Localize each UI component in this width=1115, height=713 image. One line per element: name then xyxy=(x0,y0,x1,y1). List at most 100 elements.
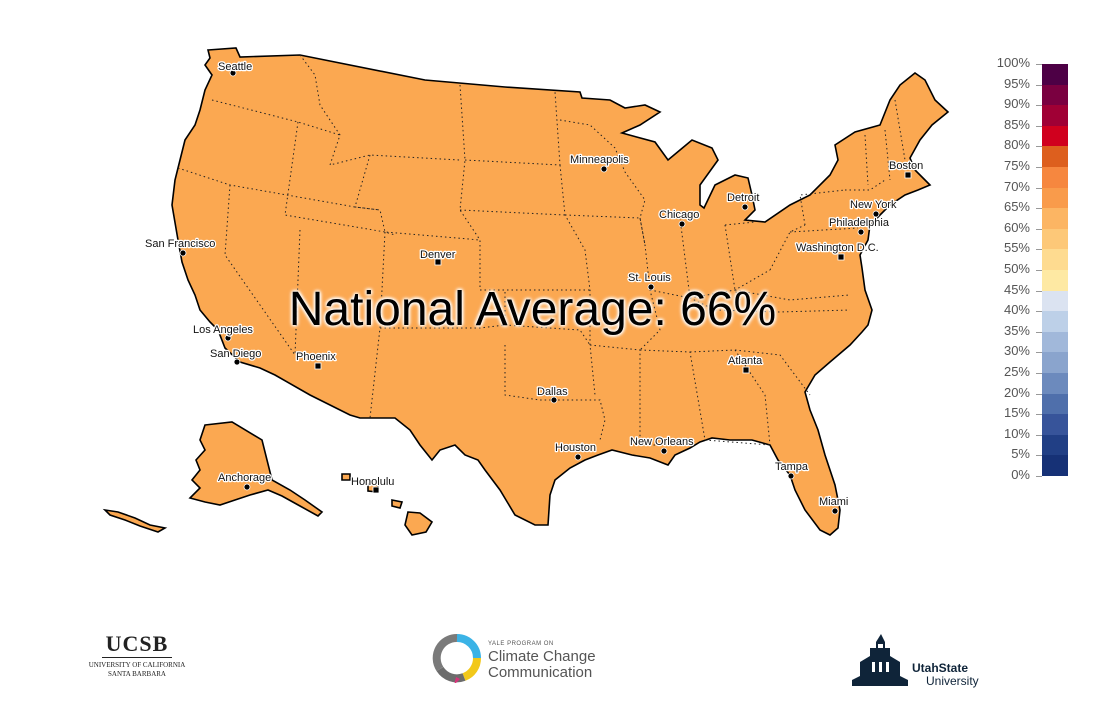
legend-label: 45% xyxy=(1003,281,1030,297)
city-marker-denver xyxy=(434,258,442,266)
city-marker-philadelphia xyxy=(857,228,865,236)
legend-swatch xyxy=(1042,84,1068,106)
city-minneapolis: Minneapolis xyxy=(569,153,630,173)
legend-swatch xyxy=(1042,352,1068,373)
city-label-seattle: Seattle xyxy=(218,61,252,73)
ucsb-logo: UCSB UNIVERSITY OF CALIFORNIA SANTA BARB… xyxy=(82,632,192,679)
legend-tick xyxy=(1036,311,1042,313)
ucsb-subtitle-1: UNIVERSITY OF CALIFORNIA xyxy=(88,661,186,669)
legend-swatch xyxy=(1042,373,1068,394)
legend-tick xyxy=(1036,249,1042,251)
legend-swatch xyxy=(1042,414,1068,435)
city-label-new-york: New York xyxy=(850,199,897,211)
city-marker-atlanta xyxy=(742,366,750,374)
usu-name-2: University xyxy=(926,674,979,688)
city-label-san-diego: San Diego xyxy=(210,348,261,360)
legend-tick xyxy=(1036,434,1042,436)
legend-tick xyxy=(1036,228,1042,230)
legend-label: 35% xyxy=(1003,322,1030,338)
city-seattle: Seattle xyxy=(217,60,254,77)
legend-row: 85% xyxy=(992,117,1072,147)
city-new-york: New York xyxy=(849,198,898,218)
legend-swatch xyxy=(1042,167,1068,188)
city-label-washington-d-c: Washington D.C. xyxy=(796,242,879,254)
city-marker-anchorage xyxy=(243,483,251,491)
legend-row: 10% xyxy=(992,425,1072,456)
legend-label: 50% xyxy=(1003,261,1030,276)
legend-swatch xyxy=(1042,393,1068,415)
city-marker-boston xyxy=(904,171,912,179)
city-label-philadelphia: Philadelphia xyxy=(829,217,890,229)
legend-swatch xyxy=(1042,228,1068,250)
color-legend: 100% 95% 90% 85% 80% 75% 70% 65% 60% 55% 50% 45% 40%… xyxy=(992,56,1072,482)
legend-row: 15% xyxy=(992,406,1072,435)
city-honolulu: Honolulu xyxy=(350,475,396,494)
legend-label: 75% xyxy=(1003,158,1030,173)
legend-tick xyxy=(1036,84,1042,86)
city-label-denver: Denver xyxy=(420,249,456,261)
legend-label: 25% xyxy=(1003,364,1030,379)
legend-swatch xyxy=(1042,270,1068,291)
legend-tick xyxy=(1036,455,1042,457)
legend-row: 0% xyxy=(992,468,1072,488)
legend-tick xyxy=(1036,290,1042,292)
city-marker-san-diego xyxy=(233,358,241,366)
city-markers: Seattle San Francisco Los Angeles San Diego… xyxy=(144,60,925,515)
city-label-atlanta: Atlanta xyxy=(728,355,763,367)
city-label-minneapolis: Minneapolis xyxy=(570,154,629,166)
legend-row: 70% xyxy=(992,179,1072,209)
legend-swatch xyxy=(1042,187,1068,209)
yale-small-text: YALE PROGRAM ON xyxy=(488,641,554,647)
legend-row: 40% xyxy=(992,302,1072,332)
city-marker-houston xyxy=(574,453,582,461)
city-san-francisco: San Francisco xyxy=(144,237,217,257)
legend-row: 30% xyxy=(992,344,1072,373)
legend-label: 95% xyxy=(1003,75,1030,91)
city-marker-new-orleans xyxy=(660,447,668,455)
hawaii-kauai xyxy=(341,473,351,481)
city-label-anchorage: Anchorage xyxy=(218,472,271,484)
city-marker-tampa xyxy=(787,472,795,480)
legend-label: 5% xyxy=(1011,446,1030,462)
city-label-st-louis: St. Louis xyxy=(628,272,671,284)
national-average-label: National Average: 66% xyxy=(288,283,777,336)
legend-tick xyxy=(1036,146,1042,148)
legend-swatch xyxy=(1042,105,1068,126)
city-marker-honolulu xyxy=(372,486,380,494)
city-label-san-francisco: San Francisco xyxy=(145,238,215,250)
contiguous-us-shape xyxy=(171,47,950,536)
legend-row: 45% xyxy=(992,281,1072,312)
city-los-angeles: Los Angeles xyxy=(192,323,255,342)
legend-swatch xyxy=(1042,208,1068,229)
yale-climate-logo: YALE PROGRAM ON Climate Change Communica… xyxy=(432,633,632,693)
legend-tick xyxy=(1036,125,1042,127)
city-label-los-angeles: Los Angeles xyxy=(193,324,253,336)
legend-row: 80% xyxy=(992,137,1072,167)
legend-tick xyxy=(1036,105,1042,107)
legend-label: 10% xyxy=(1003,425,1030,441)
city-label-houston: Houston xyxy=(555,442,596,454)
city-denver: Denver xyxy=(419,248,457,266)
legend-label: 80% xyxy=(1003,137,1030,153)
city-miami: Miami xyxy=(818,495,850,515)
city-marker-los-angeles xyxy=(224,334,232,342)
legend-tick xyxy=(1036,270,1042,271)
legend-swatch xyxy=(1042,311,1068,332)
city-dallas: Dallas xyxy=(536,385,569,404)
city-marker-detroit xyxy=(741,203,749,211)
legend-tick xyxy=(1036,64,1042,65)
city-marker-new-york xyxy=(872,210,880,218)
legend-label: 55% xyxy=(1003,240,1030,256)
city-marker-seattle xyxy=(229,69,237,77)
city-boston: Boston xyxy=(888,159,925,179)
legend-row: 35% xyxy=(992,322,1072,353)
city-marker-minneapolis xyxy=(600,165,608,173)
legend-label: 40% xyxy=(1003,302,1030,318)
legend-tick xyxy=(1036,167,1042,168)
usu-logo: UtahState University xyxy=(850,632,1000,692)
legend-swatch xyxy=(1042,290,1068,312)
city-chicago: Chicago xyxy=(658,208,701,228)
city-washington-d-c: Washington D.C. xyxy=(795,241,880,261)
state-borders xyxy=(177,54,906,446)
